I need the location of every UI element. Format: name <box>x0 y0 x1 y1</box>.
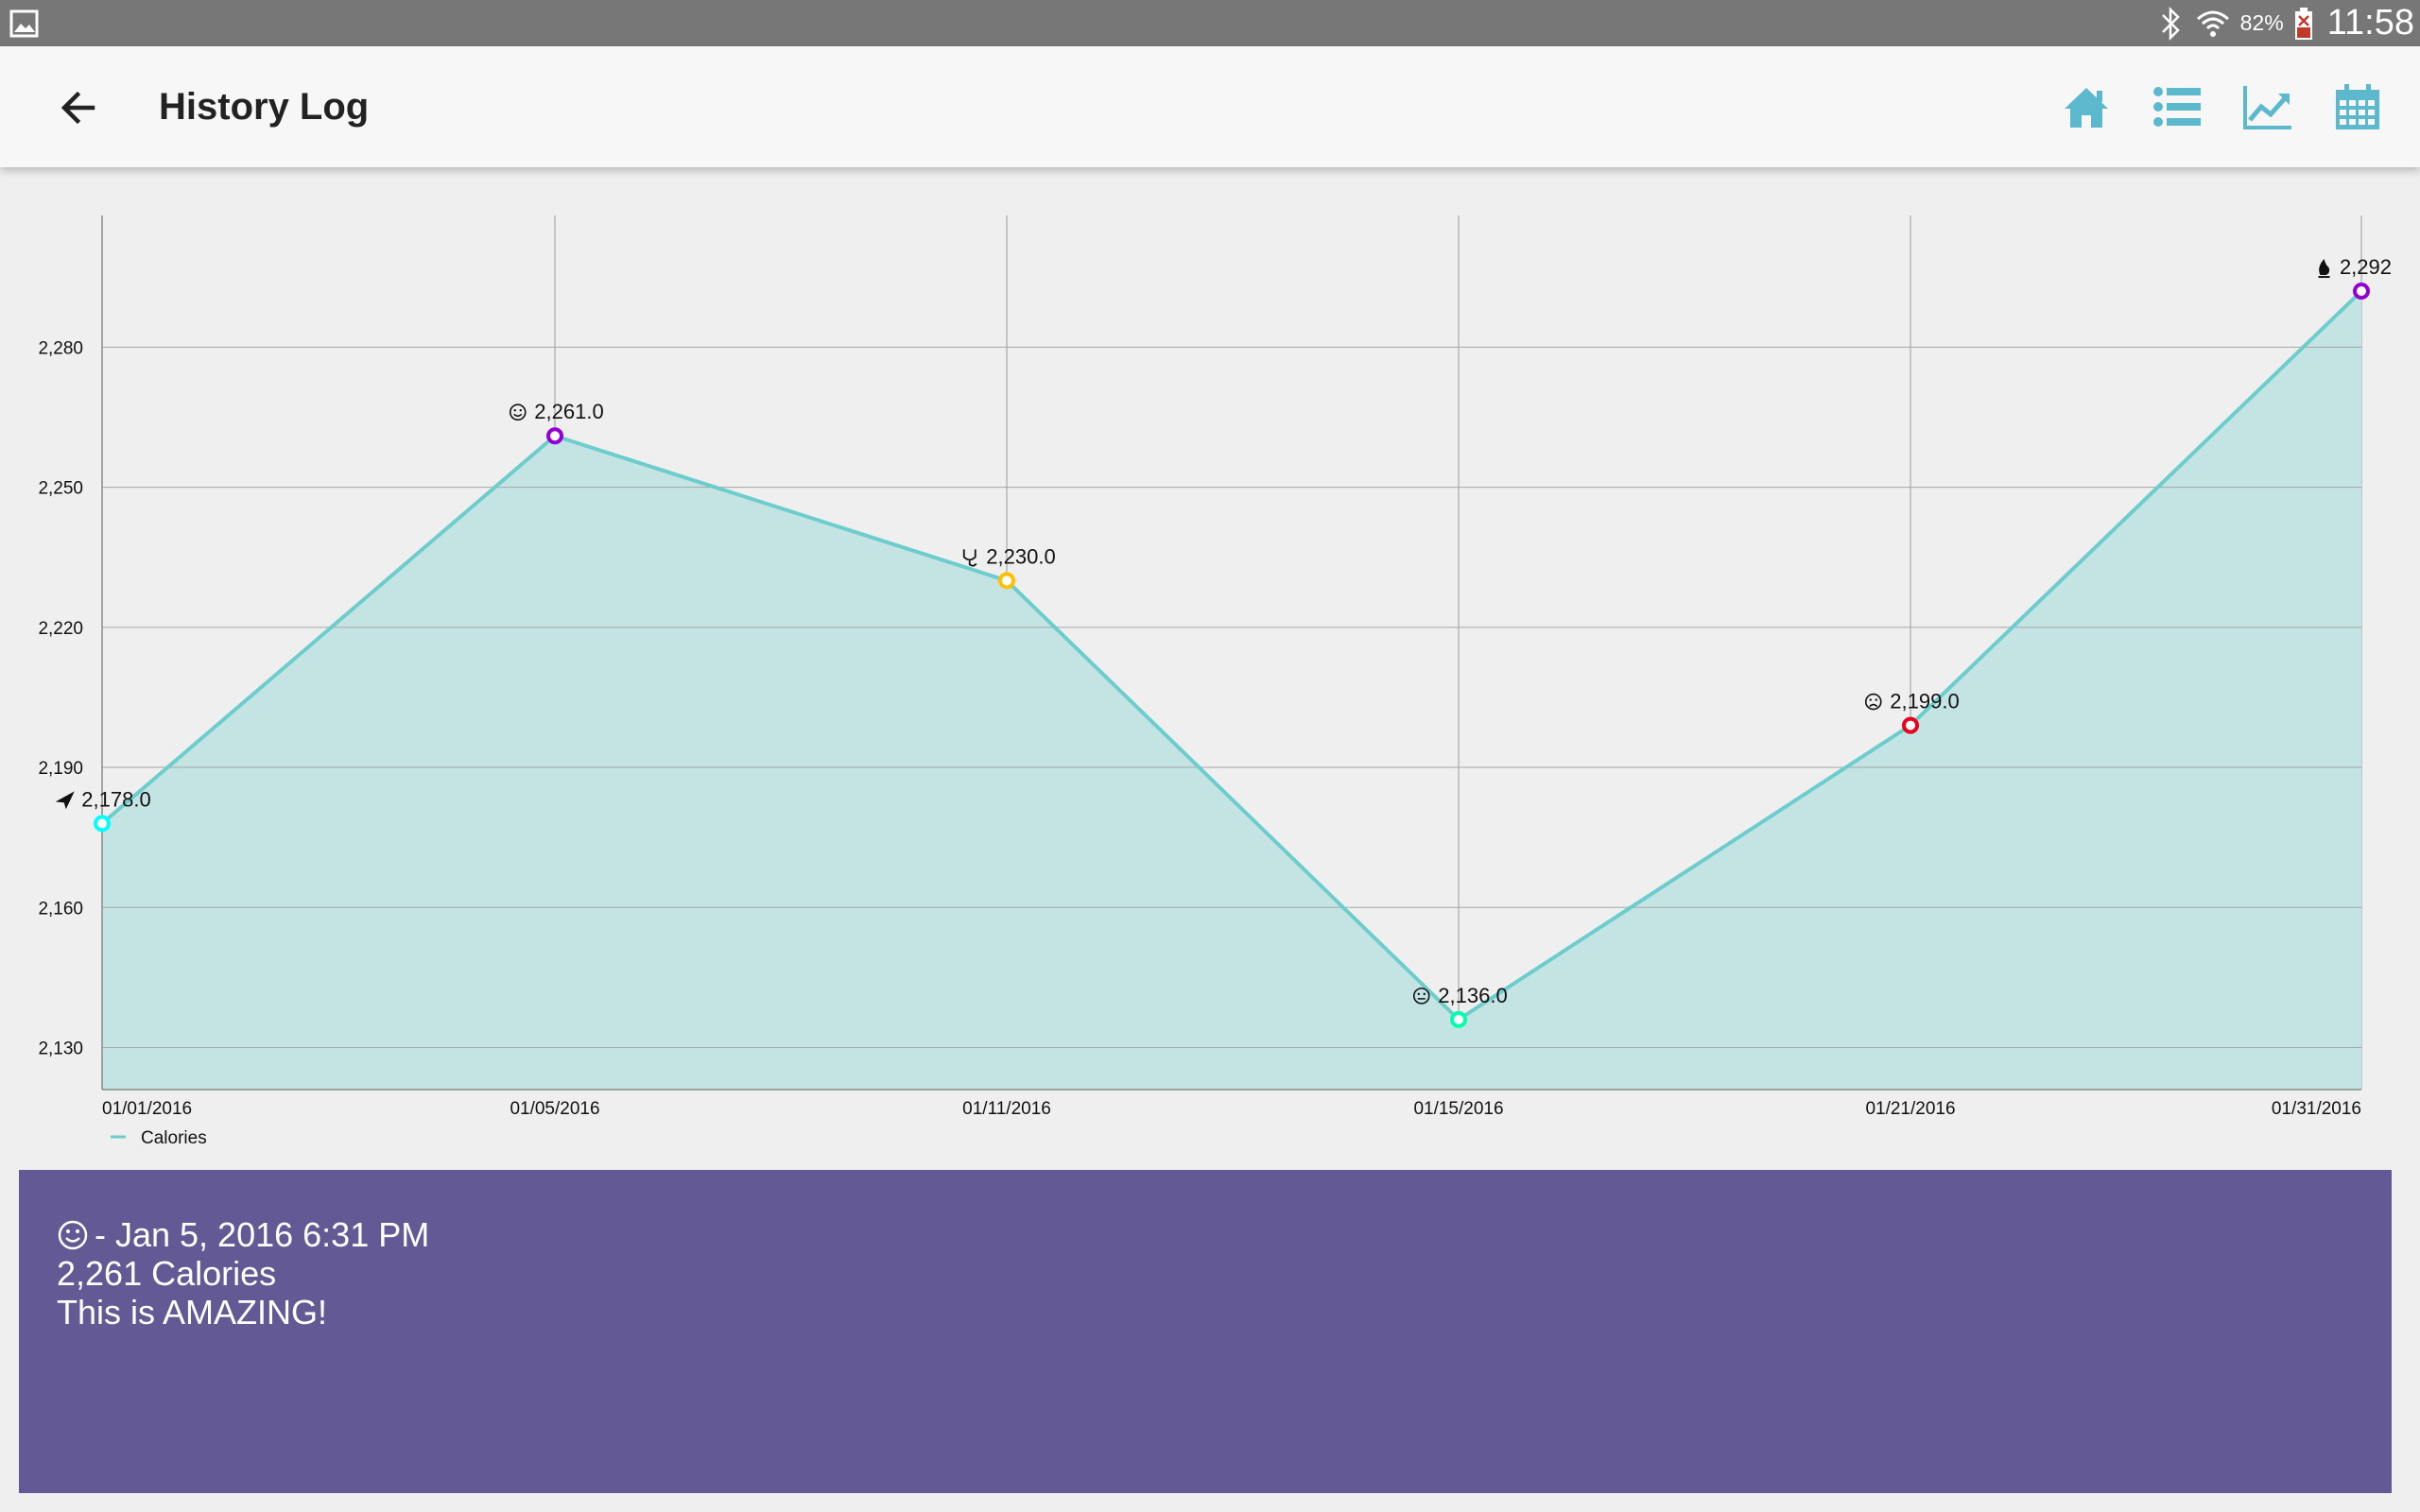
x-tick-label: 01/21/2016 <box>1865 1099 1955 1119</box>
sad-face-icon <box>1864 693 1882 711</box>
data-label: 2,261.0 <box>534 400 603 423</box>
calories-chart[interactable]: 2,130 2,160 2,190 2,220 2,250 2,280 01/01/2016… <box>0 167 2420 1169</box>
trend-chart-button[interactable] <box>2242 82 2293 133</box>
entry-date: - Jan 5, 2016 6:31 PM <box>95 1215 430 1254</box>
home-icon <box>2065 88 2108 128</box>
calendar-icon <box>2336 84 2379 129</box>
calendar-button[interactable] <box>2333 82 2384 133</box>
legend-label-calories: Calories <box>141 1128 207 1148</box>
data-label: 2,230.0 <box>986 544 1055 568</box>
y-tick-label: 2,250 <box>38 479 83 499</box>
list-button[interactable] <box>2152 82 2203 133</box>
app-bar: History Log <box>0 46 2420 167</box>
x-tick-label: 01/11/2016 <box>962 1099 1051 1119</box>
list-icon <box>2153 87 2201 127</box>
y-tick-label: 2,190 <box>38 759 83 779</box>
entry-header: - Jan 5, 2016 6:31 PM <box>57 1215 2354 1254</box>
series-line-calories <box>100 289 2363 1022</box>
y-tick-label: 2,220 <box>38 619 83 639</box>
data-label: 2,178.0 <box>81 787 150 811</box>
bluetooth-icon <box>2157 6 2186 42</box>
smile-face-icon <box>57 1219 89 1251</box>
smile-face-icon <box>509 404 527 421</box>
fire-icon <box>2318 259 2330 279</box>
series-area-calories <box>102 291 2361 1090</box>
stethoscope-icon <box>962 549 977 567</box>
neutral-face-icon <box>1412 988 1430 1005</box>
data-point <box>2353 283 2370 301</box>
x-tick-label: 01/01/2016 <box>102 1099 192 1119</box>
status-indicators: 82% 11:58 <box>2157 0 2414 46</box>
home-button[interactable] <box>2061 82 2112 133</box>
clock: 11:58 <box>2326 3 2414 43</box>
chart-canvas: 2,130 2,160 2,190 2,220 2,250 2,280 01/01/2016… <box>38 215 2392 1148</box>
entry-message: This is AMAZING! <box>57 1293 328 1332</box>
data-point <box>1450 1010 1467 1028</box>
back-button[interactable] <box>55 84 112 131</box>
wifi-icon <box>2195 6 2231 42</box>
paper-plane-icon <box>55 791 75 810</box>
data-label: 2,136.0 <box>1438 984 1507 1007</box>
data-label: 2,199.0 <box>1890 690 1959 713</box>
gallery-icon <box>9 9 40 39</box>
page-title: History Log <box>159 86 370 128</box>
status-bar: 82% 11:58 <box>0 0 2420 46</box>
trend-chart-icon <box>2243 86 2291 129</box>
data-point <box>546 427 563 445</box>
entry-detail-panel[interactable]: - Jan 5, 2016 6:31 PM 2,261 Calories Thi… <box>19 1170 2392 1493</box>
battery-percent: 82% <box>2239 10 2284 35</box>
y-tick-label: 2,160 <box>38 899 83 919</box>
y-tick-label: 2,130 <box>38 1040 83 1059</box>
battery-icon <box>2293 7 2314 41</box>
y-tick-label: 2,280 <box>38 338 83 358</box>
entry-calories: 2,261 Calories <box>57 1254 277 1293</box>
data-point <box>1902 716 1919 734</box>
x-tick-label: 01/15/2016 <box>1413 1099 1503 1119</box>
x-tick-label: 01/31/2016 <box>2272 1099 2361 1119</box>
data-label: 2,292 <box>2340 255 2392 279</box>
x-tick-label: 01/05/2016 <box>510 1099 599 1119</box>
data-point <box>998 572 1015 590</box>
data-point <box>94 815 111 833</box>
arrow-left-icon <box>60 91 95 125</box>
